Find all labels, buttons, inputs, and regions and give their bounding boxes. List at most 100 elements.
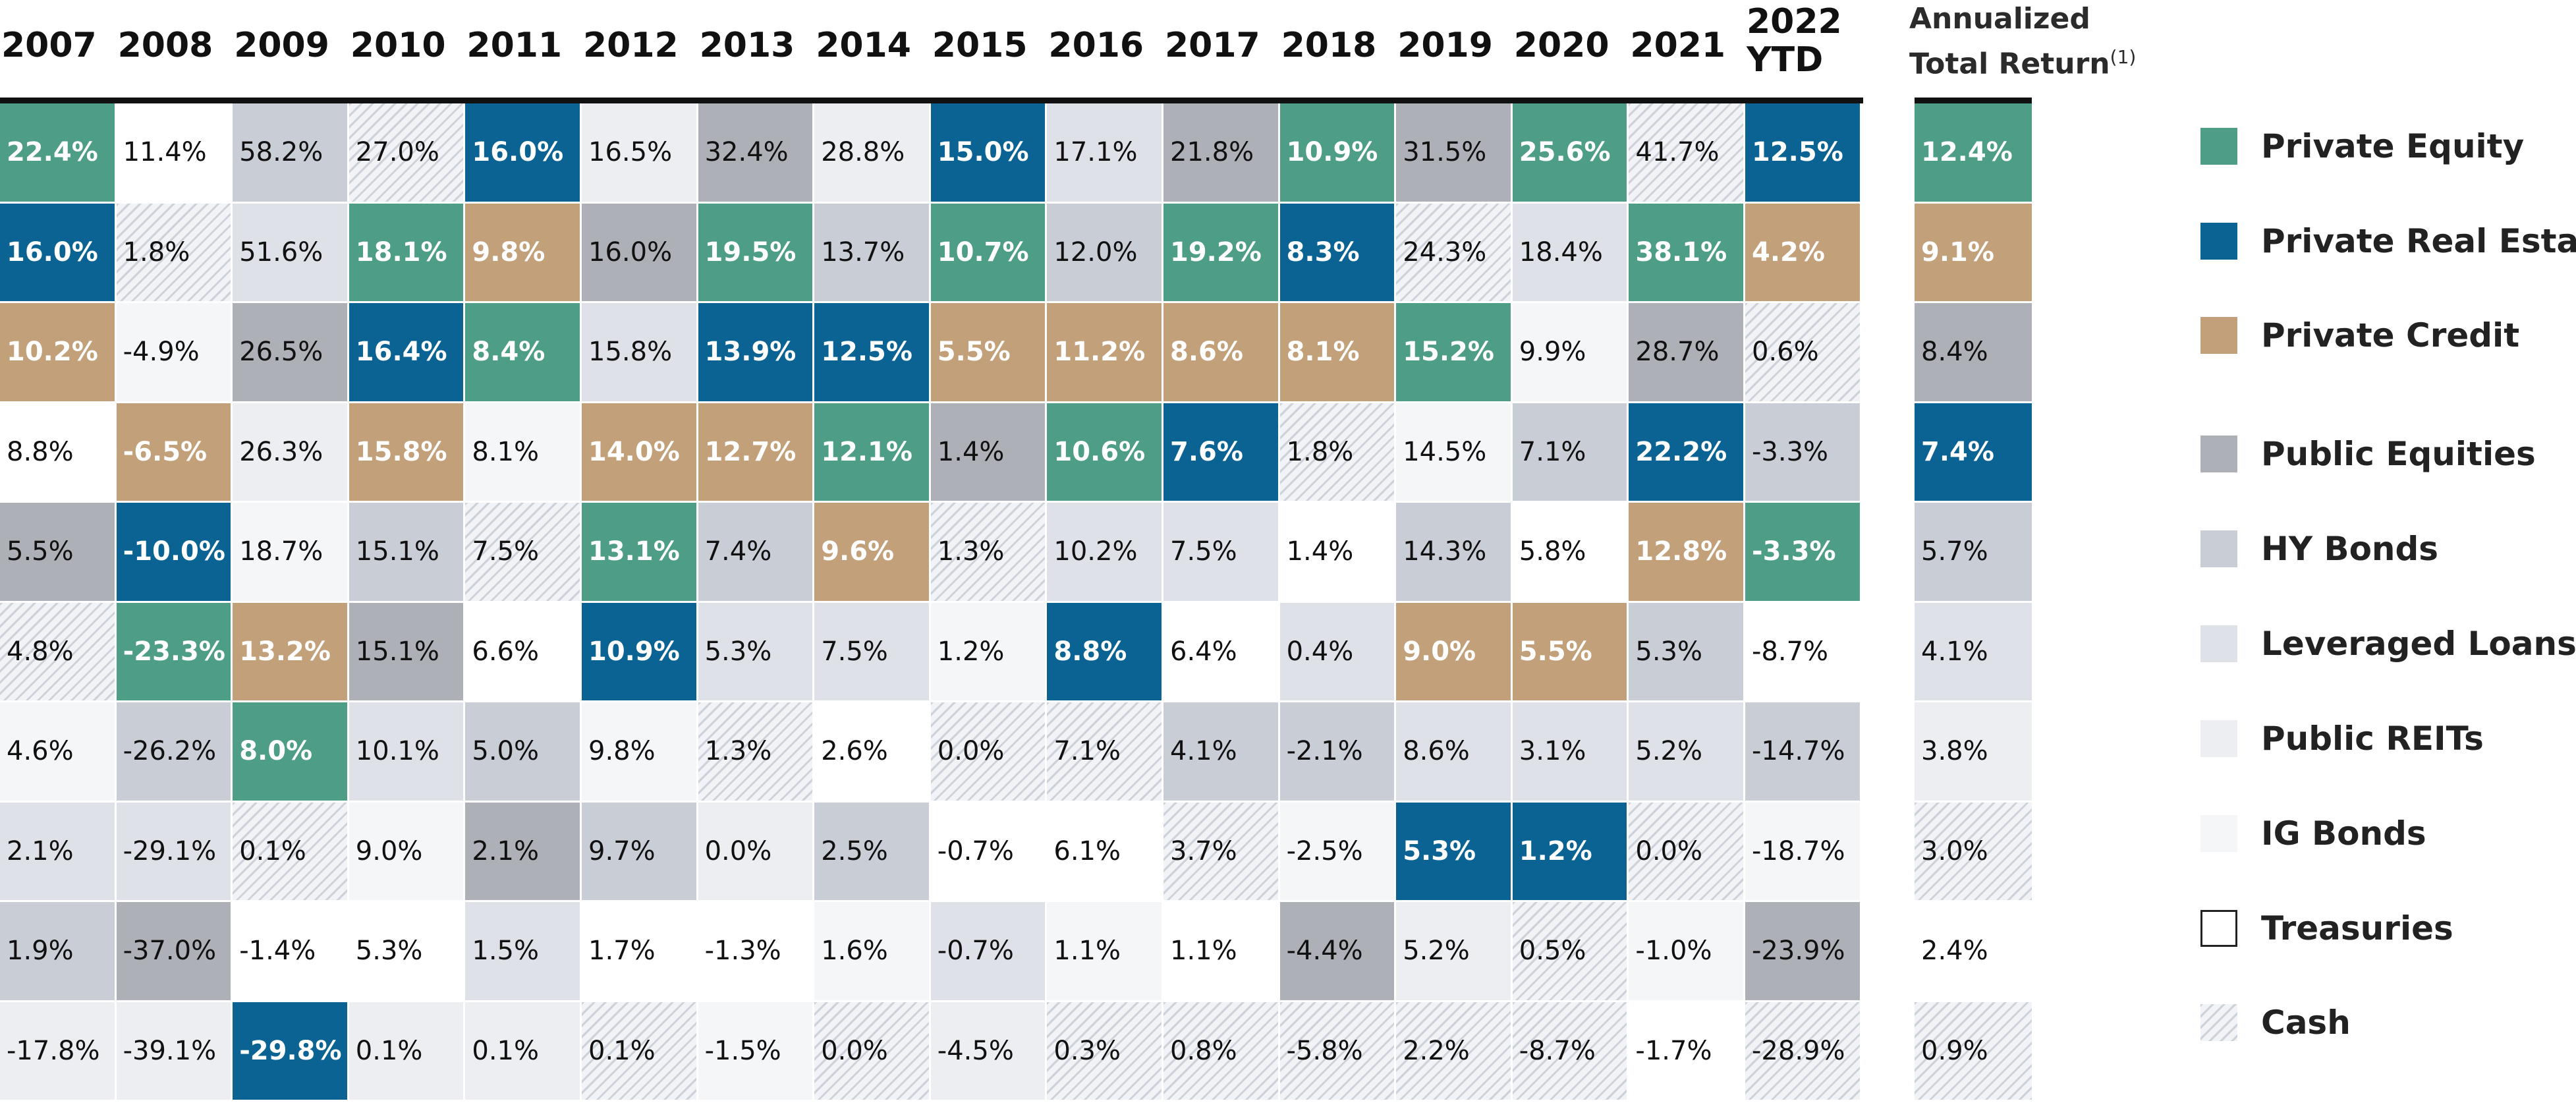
return-cell: 12.5% — [1745, 103, 1860, 202]
return-cell: 0.3% — [1047, 1002, 1162, 1100]
return-cell: 15.8% — [582, 303, 696, 401]
legend-swatch — [2200, 1004, 2237, 1041]
annualized-cell: 5.7% — [1915, 503, 2032, 601]
return-cell: 1.3% — [698, 702, 813, 801]
return-cell: 6.1% — [1047, 802, 1162, 900]
return-cell: 12.5% — [814, 303, 929, 401]
return-cell: 16.0% — [465, 103, 580, 202]
return-cell: 51.6% — [233, 203, 347, 301]
legend-swatch — [2200, 625, 2237, 662]
return-cell: 7.6% — [1163, 403, 1278, 501]
return-cell: 5.5% — [930, 303, 1046, 401]
return-cell: 4.2% — [1745, 203, 1860, 301]
legend-swatch — [2200, 910, 2237, 947]
return-cell: -1.4% — [233, 902, 347, 1000]
return-cell: 15.2% — [1396, 303, 1511, 401]
return-cell: 4.1% — [1163, 702, 1278, 801]
return-cell: 22.4% — [0, 103, 115, 202]
return-cell: 13.1% — [582, 503, 696, 601]
return-cell: 16.5% — [582, 103, 696, 202]
annualized-cell: 4.1% — [1915, 602, 2032, 700]
legend-swatch — [2200, 436, 2237, 472]
legend-label: Cash — [2261, 1004, 2351, 1042]
return-cell: 5.3% — [1396, 802, 1511, 900]
year-label-5: 2012 — [583, 26, 679, 65]
return-cell: 0.4% — [1279, 602, 1395, 700]
return-cell: 2.1% — [465, 802, 580, 900]
return-cell: 9.0% — [1396, 602, 1511, 700]
year-label-15: 2022 YTD — [1747, 2, 1842, 80]
legend-item: Public Equities — [2200, 434, 2536, 474]
legend-label: Private Equity — [2261, 127, 2525, 165]
return-cell: -29.8% — [233, 1002, 347, 1100]
return-cell: -6.5% — [116, 403, 231, 501]
return-cell: -37.0% — [116, 902, 231, 1000]
return-cell: 22.2% — [1629, 403, 1743, 501]
legend-item: Public REITs — [2200, 719, 2484, 758]
return-cell: 9.9% — [1512, 303, 1627, 401]
return-cell: 18.4% — [1512, 203, 1627, 301]
return-cell: 0.1% — [233, 802, 347, 900]
return-cell: 0.0% — [814, 1002, 929, 1100]
return-cell: 3.7% — [1163, 802, 1278, 900]
return-cell: 14.3% — [1396, 503, 1511, 601]
annualized-header: Annualized Total Return(1) — [1909, 0, 2136, 84]
return-cell: 10.9% — [1279, 103, 1395, 202]
return-cell: 5.3% — [1629, 602, 1743, 700]
return-cell: -8.7% — [1512, 1002, 1627, 1100]
return-cell: 10.2% — [1047, 503, 1162, 601]
return-cell: 5.2% — [1629, 702, 1743, 801]
annualized-cell: 0.9% — [1915, 1002, 2032, 1100]
return-cell: 13.2% — [233, 602, 347, 700]
return-cell: -2.5% — [1279, 802, 1395, 900]
return-cell: 16.0% — [582, 203, 696, 301]
legend-item: Private Equity — [2200, 127, 2524, 166]
return-cell: 31.5% — [1396, 103, 1511, 202]
return-cell: 0.8% — [1163, 1002, 1278, 1100]
return-cell: 18.1% — [349, 203, 464, 301]
return-cell: 1.4% — [1279, 503, 1395, 601]
return-cell: 10.2% — [0, 303, 115, 401]
return-cell: 1.2% — [930, 602, 1046, 700]
return-cell: -3.3% — [1745, 503, 1860, 601]
return-cell: 6.6% — [465, 602, 580, 700]
return-cell: 0.1% — [349, 1002, 464, 1100]
return-cell: 12.1% — [814, 403, 929, 501]
return-cell: 28.8% — [814, 103, 929, 202]
annualized-header-text: Annualized Total Return(1) — [1909, 2, 2137, 81]
return-cell: 3.1% — [1512, 702, 1627, 801]
legend-label: Public REITs — [2261, 720, 2484, 758]
return-cell: 38.1% — [1629, 203, 1743, 301]
return-cell: 5.5% — [0, 503, 115, 601]
return-cell: 14.0% — [582, 403, 696, 501]
year-label-11: 2018 — [1281, 26, 1377, 65]
legend-swatch — [2200, 128, 2237, 165]
return-cell: 1.5% — [465, 902, 580, 1000]
return-cell: 7.1% — [1512, 403, 1627, 501]
return-cell: 14.5% — [1396, 403, 1511, 501]
return-cell: 15.8% — [349, 403, 464, 501]
return-cell: 17.1% — [1047, 103, 1162, 202]
return-cell: 7.5% — [1163, 503, 1278, 601]
return-cell: -0.7% — [930, 902, 1046, 1000]
legend-label: Treasuries — [2261, 909, 2453, 947]
year-label-7: 2014 — [816, 26, 911, 65]
return-cell: -29.1% — [116, 802, 231, 900]
return-cell: 9.0% — [349, 802, 464, 900]
return-cell: 9.6% — [814, 503, 929, 601]
return-cell: -14.7% — [1745, 702, 1860, 801]
return-cell: 13.7% — [814, 203, 929, 301]
return-cell: 32.4% — [698, 103, 813, 202]
return-cell: 8.6% — [1163, 303, 1278, 401]
return-cell: 8.8% — [0, 403, 115, 501]
annualized-cell: 9.1% — [1915, 203, 2032, 301]
return-cell: 15.1% — [349, 503, 464, 601]
annualized-cell: 7.4% — [1915, 403, 2032, 501]
return-cell: -28.9% — [1745, 1002, 1860, 1100]
return-cell: 8.0% — [233, 702, 347, 801]
return-cell: 1.3% — [930, 503, 1046, 601]
year-label-1: 2008 — [117, 26, 213, 65]
return-cell: 10.6% — [1047, 403, 1162, 501]
return-cell: 0.0% — [930, 702, 1046, 801]
return-cell: 7.1% — [1047, 702, 1162, 801]
